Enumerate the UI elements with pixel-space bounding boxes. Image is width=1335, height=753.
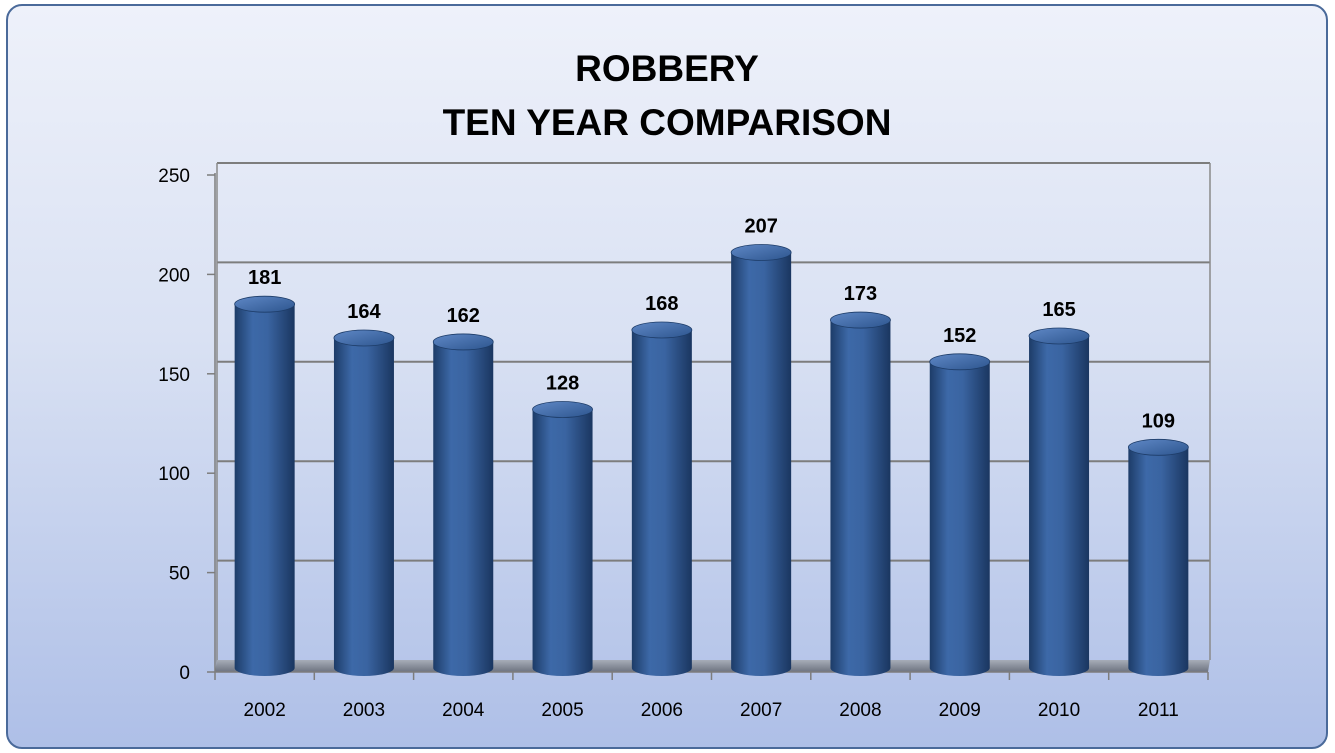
bar-cap xyxy=(929,353,991,371)
bar-cap xyxy=(1127,438,1189,456)
data-label: 128 xyxy=(546,373,579,395)
bar-body xyxy=(1128,447,1189,676)
bar xyxy=(1127,438,1189,676)
bar-body xyxy=(234,304,295,676)
bar xyxy=(333,329,395,676)
y-tick-label: 100 xyxy=(158,464,190,485)
bar xyxy=(929,353,991,676)
data-label: 173 xyxy=(844,283,877,305)
y-tick-label: 250 xyxy=(158,166,190,187)
bar-body xyxy=(830,320,891,676)
bar-cap xyxy=(234,295,296,313)
bar xyxy=(1028,327,1090,676)
bar-cap xyxy=(432,333,494,351)
data-label: 162 xyxy=(447,305,480,327)
bar-cap xyxy=(1028,327,1090,345)
bar-body xyxy=(532,409,593,676)
bar-body xyxy=(333,337,394,676)
chart-title: ROBBERY xyxy=(575,48,759,89)
bar xyxy=(532,401,593,676)
bar xyxy=(730,244,792,676)
data-label: 181 xyxy=(248,267,281,289)
data-label: 168 xyxy=(645,293,678,315)
chart-subtitle: TEN YEAR COMPARISON xyxy=(442,102,892,143)
data-label: 165 xyxy=(1042,299,1075,321)
x-tick-label: 2003 xyxy=(343,700,385,721)
x-tick-label: 2011 xyxy=(1138,700,1179,721)
y-tick-label: 0 xyxy=(179,663,190,684)
data-label: 164 xyxy=(347,301,381,323)
y-tick-label: 200 xyxy=(158,265,190,286)
y-tick-label: 50 xyxy=(169,564,190,585)
x-tick-label: 2006 xyxy=(641,700,683,721)
bar-body xyxy=(929,361,990,676)
data-label: 109 xyxy=(1142,410,1175,432)
bar-body xyxy=(731,252,792,676)
bar-cap xyxy=(532,401,593,418)
x-tick-label: 2004 xyxy=(442,700,485,721)
bar-cap xyxy=(333,329,395,347)
bar-body xyxy=(1029,335,1090,676)
bar-body xyxy=(433,341,494,676)
data-label: 152 xyxy=(943,325,976,347)
y-tick-label: 150 xyxy=(158,365,190,386)
x-tick-label: 2008 xyxy=(839,700,881,721)
x-tick-label: 2009 xyxy=(939,700,981,721)
x-tick-label: 2002 xyxy=(244,700,286,721)
bar-cap xyxy=(631,321,693,339)
bar-cap xyxy=(830,311,891,329)
bar-body xyxy=(631,330,692,676)
data-label: 207 xyxy=(744,215,777,237)
bar xyxy=(432,333,494,676)
bar xyxy=(631,321,693,676)
bar xyxy=(830,311,891,676)
x-tick-label: 2007 xyxy=(740,700,782,721)
x-tick-label: 2005 xyxy=(541,700,583,721)
bar-cap xyxy=(730,244,792,261)
bar xyxy=(234,295,296,676)
x-tick-label: 2010 xyxy=(1038,700,1080,721)
